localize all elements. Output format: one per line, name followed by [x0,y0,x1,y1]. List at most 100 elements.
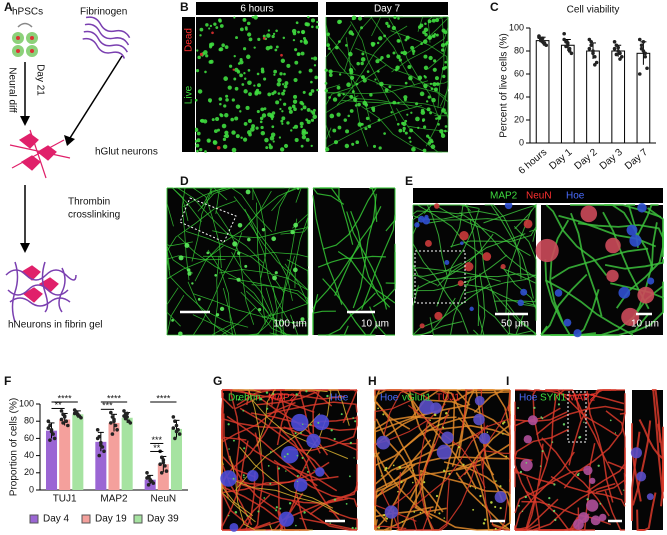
cell [328,73,333,77]
data-point [161,458,166,462]
fiber [458,389,511,480]
cell [302,105,307,110]
cell [432,67,437,72]
cell [647,277,655,285]
label: hPSCs [12,7,43,18]
legend-swatch [133,514,143,524]
cell [474,395,485,406]
cell [360,61,364,66]
cell [274,48,278,52]
cell [580,205,598,223]
fiber [350,210,391,308]
cell [212,140,218,145]
cell [378,36,383,41]
cell [301,128,307,134]
cell [281,122,284,125]
cell [437,123,440,126]
cell [308,68,313,73]
fiber [374,403,446,454]
cell [428,141,432,145]
cell [191,282,194,285]
cell [264,137,269,143]
cell [419,399,435,415]
fiber [477,389,486,470]
stain: MAP2 [490,191,518,202]
cell [315,25,319,29]
scale-label: 10 µm [361,319,389,330]
cell [337,19,342,25]
cell [271,125,275,129]
cell [299,39,303,43]
cell [283,72,286,76]
data-point [173,419,177,424]
bar [108,422,120,490]
cell [277,92,281,95]
cell [312,108,316,112]
cell [233,16,236,19]
cell [357,122,363,127]
cell [432,34,436,38]
fiber [410,424,489,510]
fiber [340,325,377,336]
fiber [291,499,357,531]
cell [436,444,452,460]
cell [237,69,240,72]
cell [250,127,255,132]
fiber [281,218,298,336]
fiber [312,187,345,205]
cell [294,432,297,435]
fiber [312,389,350,434]
cell [243,89,248,94]
data-point [74,409,79,414]
cell [243,447,246,450]
data-point [95,436,100,441]
data-point [97,453,102,458]
cell [554,289,563,297]
cell [376,435,391,450]
fiber [283,426,358,460]
fiber [638,492,657,531]
cell [370,41,375,46]
cell [275,29,278,33]
x-tick-label: Day 3 [598,147,625,172]
fiber [455,472,511,531]
cell [360,57,366,62]
bar [59,419,71,490]
fiber [244,208,290,322]
cell [242,409,245,412]
fiber [438,206,531,257]
cell [225,94,229,98]
cell [424,22,427,26]
fiber [423,70,449,85]
cell [295,393,298,396]
cell [245,189,251,195]
cell [337,125,342,130]
cell [428,55,433,61]
cell [398,128,403,133]
data-point [566,41,570,45]
cell [384,469,387,472]
cell [404,81,408,85]
cell [499,507,502,510]
y-tick-label: 60 [514,68,524,78]
fiber [326,325,349,336]
data-point [159,471,164,475]
data-point [79,415,83,420]
y-tick-label: 40 [24,450,34,460]
data-point [562,37,566,42]
fiber [550,247,649,280]
cell [230,117,234,122]
cell [235,36,238,40]
cell [374,78,377,81]
cell [398,466,402,469]
fiber [374,389,431,400]
fiber [319,187,340,200]
cell [263,497,266,499]
cell [257,37,261,41]
cell [223,104,227,108]
cell [552,509,556,513]
fiber [261,268,309,318]
schematic [5,16,131,323]
stain: vGlut1 [402,393,431,404]
cell [186,268,191,272]
